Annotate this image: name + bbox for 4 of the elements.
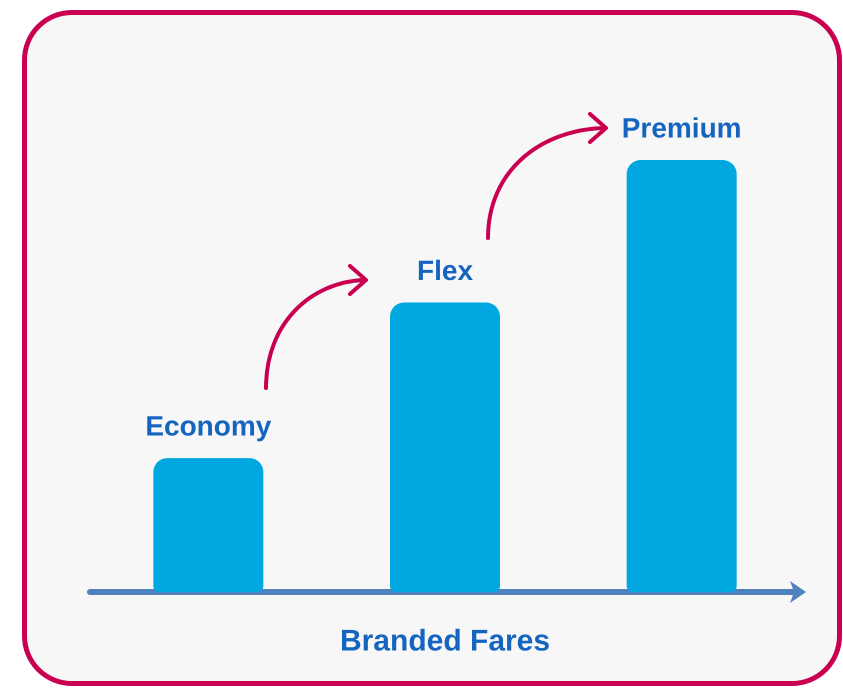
- x-tick-label: Economy: [145, 410, 272, 442]
- x-axis-title: Branded Fares: [340, 624, 550, 658]
- x-tick-label: Flex: [416, 255, 474, 286]
- x-tick-label: Premium: [622, 112, 742, 144]
